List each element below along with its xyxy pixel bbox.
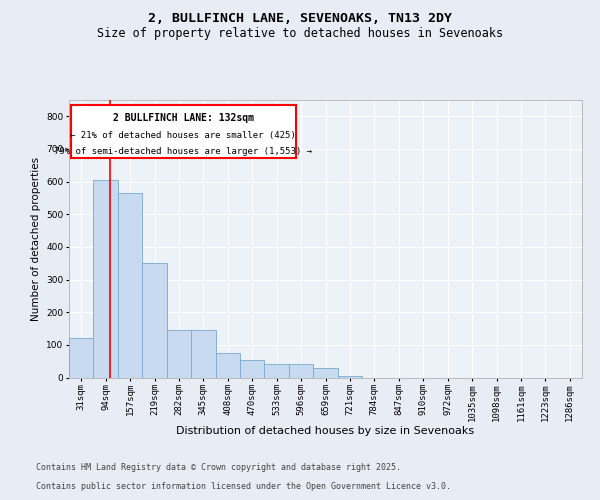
Text: 2 BULLFINCH LANE: 132sqm: 2 BULLFINCH LANE: 132sqm (113, 113, 254, 123)
Bar (167, 330, 191, 378)
Bar (191, 330, 215, 378)
Text: Size of property relative to detached houses in Sevenoaks: Size of property relative to detached ho… (97, 28, 503, 40)
Bar (338, 376, 362, 378)
Text: 79% of semi-detached houses are larger (1,553) →: 79% of semi-detached houses are larger (… (55, 146, 313, 156)
Bar (215, 353, 240, 378)
Bar (289, 364, 313, 378)
Text: Contains HM Land Registry data © Crown copyright and database right 2025.: Contains HM Land Registry data © Crown c… (36, 464, 401, 472)
Text: 2, BULLFINCH LANE, SEVENOAKS, TN13 2DY: 2, BULLFINCH LANE, SEVENOAKS, TN13 2DY (148, 12, 452, 26)
Y-axis label: Number of detached properties: Number of detached properties (31, 156, 41, 321)
Bar (142, 263, 167, 378)
Bar (313, 368, 338, 378)
Bar (240, 360, 265, 378)
Bar (265, 364, 289, 378)
X-axis label: Distribution of detached houses by size in Sevenoaks: Distribution of detached houses by size … (176, 426, 475, 436)
Bar (94, 180, 118, 378)
Bar (69, 338, 94, 378)
Bar (118, 193, 142, 378)
Text: Contains public sector information licensed under the Open Government Licence v3: Contains public sector information licen… (36, 482, 451, 491)
Text: ← 21% of detached houses are smaller (425): ← 21% of detached houses are smaller (42… (70, 131, 296, 140)
